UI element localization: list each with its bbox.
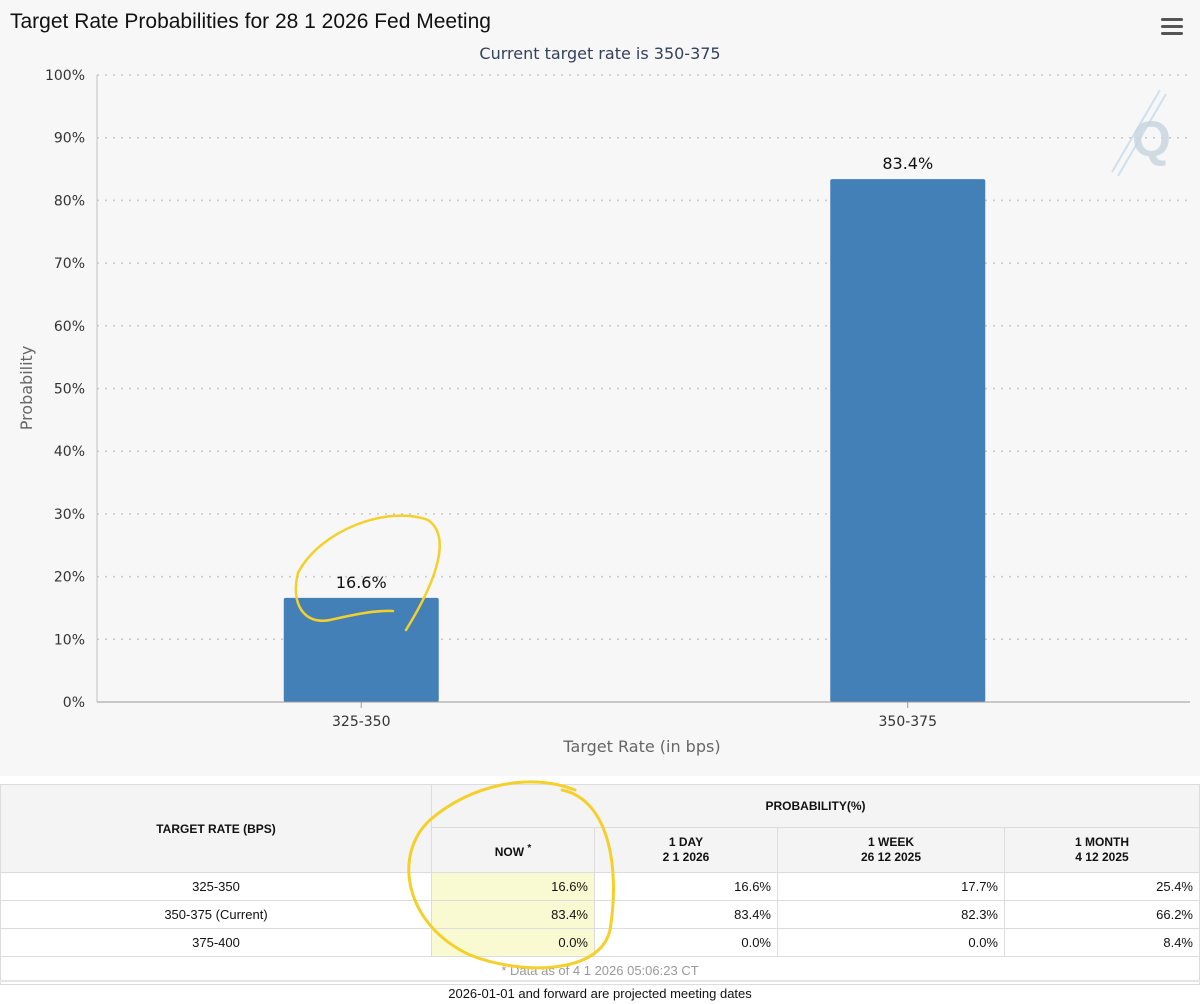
chart-title: Target Rate Probabilities for 28 1 2026 … (10, 10, 491, 33)
value-cell-1-month: 25.4% (1004, 872, 1200, 901)
bars (283, 179, 986, 702)
now-column-header: NOW * (431, 827, 595, 873)
quikstrike-q-logo: Q (1111, 89, 1171, 177)
rate-cell: 325-350 (0, 872, 432, 901)
bar-chart: 0% 10% 20% 30% 40% 50% 60% 70% 80% 90% 100% Q 325-… (17, 68, 1190, 756)
hamburger-menu-icon[interactable] (1161, 18, 1183, 36)
y-tick-label: 90% (54, 131, 85, 147)
y-tick-label: 10% (54, 632, 85, 648)
y-tick-label: 100% (45, 68, 85, 84)
table-row: 325-350 16.6% 16.6% 17.7% 25.4% (0, 872, 1200, 901)
bar (283, 597, 439, 702)
one-day-date: 2 1 2026 (662, 850, 710, 864)
value-cell-1-week: 82.3% (777, 900, 1005, 929)
annotation-scribble (294, 514, 441, 632)
y-tick-label: 20% (54, 570, 85, 586)
probability-table-area: TARGET RATE (BPS) PROBABILITY(%) NOW * 1… (0, 784, 1200, 985)
target-rate-header: TARGET RATE (BPS) (0, 784, 432, 873)
projected-dates-note: 2026-01-01 and forward are projected mee… (448, 986, 752, 1001)
y-tick-labels: 0% 10% 20% 30% 40% 50% 60% 70% 80% 90% 100% (45, 68, 85, 711)
value-cell-now: 83.4% (431, 900, 595, 929)
probability-header: PROBABILITY(%) (431, 784, 1200, 828)
chart-subtitle: Current target rate is 350-375 (479, 44, 721, 63)
one-month-column-header: 1 MONTH 4 12 2025 (1004, 827, 1200, 873)
y-tick-label: 70% (54, 256, 85, 272)
table-row: 350-375 (Current) 83.4% 83.4% 82.3% 66.2… (0, 900, 1200, 929)
one-week-column-header: 1 WEEK 26 12 2025 (777, 827, 1005, 873)
one-month-date: 4 12 2025 (1075, 850, 1129, 864)
value-cell-1-week: 0.0% (777, 928, 1005, 957)
grid-lines (97, 74, 1190, 641)
data-label: 16.6% (336, 573, 387, 592)
y-tick-label: 60% (54, 319, 85, 335)
x-tick-labels: 325-350 350-375 (332, 702, 937, 730)
axes (96, 75, 1190, 703)
one-month-label: 1 MONTH (1075, 835, 1129, 849)
one-week-label: 1 WEEK (867, 835, 914, 849)
rate-cell: 375-400 (0, 928, 432, 957)
value-cell-now: 0.0% (431, 928, 595, 957)
one-week-date: 26 12 2025 (860, 850, 922, 864)
y-tick-label: 50% (54, 382, 85, 398)
y-tick-label: 40% (54, 444, 85, 460)
value-cell-1-day: 16.6% (594, 872, 778, 901)
divider (0, 980, 1200, 982)
value-cell-1-week: 17.7% (777, 872, 1005, 901)
x-tick-label: 325-350 (332, 714, 391, 730)
y-tick-label: 30% (54, 507, 85, 523)
now-marker: * (527, 842, 532, 854)
value-cell-1-day: 83.4% (594, 900, 778, 929)
y-axis-label: Probability (17, 346, 36, 431)
rate-cell: 350-375 (Current) (0, 900, 432, 929)
table-row: 375-400 0.0% 0.0% 0.0% 8.4% (0, 928, 1200, 957)
chart-panel: Target Rate Probabilities for 28 1 2026 … (10, 10, 1190, 756)
value-cell-1-month: 66.2% (1004, 900, 1200, 929)
y-tick-label: 80% (54, 193, 85, 209)
data-labels: 16.6% 83.4% (336, 154, 933, 592)
svg-text:Q: Q (1132, 111, 1171, 167)
x-tick-label: 350-375 (879, 714, 938, 730)
value-cell-1-month: 8.4% (1004, 928, 1200, 957)
value-cell-now: 16.6% (431, 872, 595, 901)
one-day-column-header: 1 DAY 2 1 2026 (594, 827, 778, 873)
y-tick-label: 0% (63, 695, 85, 711)
now-label: NOW (494, 844, 525, 859)
value-cell-1-day: 0.0% (594, 928, 778, 957)
one-day-label: 1 DAY (668, 835, 704, 849)
probability-table: TARGET RATE (BPS) PROBABILITY(%) NOW * 1… (0, 784, 1200, 985)
x-axis-label: Target Rate (in bps) (562, 737, 720, 756)
bar (830, 179, 986, 702)
data-label: 83.4% (882, 154, 933, 173)
